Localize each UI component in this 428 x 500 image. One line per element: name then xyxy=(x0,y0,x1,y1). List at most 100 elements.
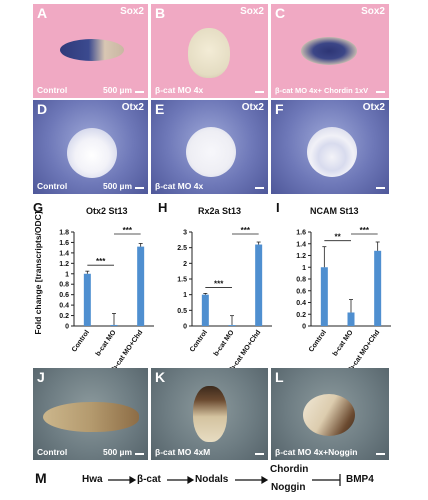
y-tick-label: 1.8 xyxy=(59,230,69,237)
scalebar xyxy=(255,453,264,455)
y-tick-label: 0.2 xyxy=(59,313,69,320)
y-tick-label: 0.6 xyxy=(296,288,306,295)
scalebar xyxy=(255,91,264,93)
bar xyxy=(374,250,382,326)
marker-label: Otx2 xyxy=(121,102,144,113)
bar xyxy=(228,325,236,326)
bar xyxy=(347,312,355,326)
significance-label: *** xyxy=(214,279,224,288)
significance-label: *** xyxy=(96,257,106,266)
condition-label: Control xyxy=(37,181,68,191)
pathway-node-hwa: Hwa xyxy=(82,474,103,485)
panel-label: J xyxy=(37,369,45,385)
y-tick-label: 0 xyxy=(302,324,306,331)
scalebar xyxy=(135,187,144,189)
chart-h: 0 0.5 1 1.5 2 2.5 3 Control b-cat MOb-cat MO+Chd… xyxy=(177,226,272,372)
category-label: b-cat MO xyxy=(213,329,236,358)
pathway-arrows xyxy=(108,474,341,486)
panel-b: B Sox2 β-cat MO 4x xyxy=(151,4,268,98)
y-tick-label: 1 xyxy=(302,265,306,272)
pathway-node-bmp4: BMP4 xyxy=(346,474,374,485)
y-tick-label: 1 xyxy=(65,271,69,278)
y-tick-label: 0 xyxy=(183,324,187,331)
bar xyxy=(137,246,145,326)
y-tick-label: 0.4 xyxy=(296,300,306,307)
panel-label: A xyxy=(37,5,48,21)
y-tick-label: 2 xyxy=(183,261,187,268)
pathway-node-nodals: Nodals xyxy=(195,474,229,485)
panel-label: E xyxy=(155,101,165,117)
y-tick-label: 0.5 xyxy=(177,308,187,315)
scalebar-text: 500 µm xyxy=(103,447,132,457)
embryo-k xyxy=(193,386,227,442)
scalebar-text: 500 µm xyxy=(103,85,132,95)
panel-label: D xyxy=(37,101,48,117)
marker-label: Otx2 xyxy=(241,102,264,113)
bar xyxy=(320,267,328,326)
bar xyxy=(255,244,263,326)
y-tick-label: 1.6 xyxy=(296,230,306,237)
chart-title-g: Otx2 St13 xyxy=(86,206,128,216)
panel-label: F xyxy=(275,101,284,117)
pathway-diagram: M Hwa β-cat Nodals Chordin Noggin BMP4 xyxy=(0,462,428,500)
y-tick-label: 1 xyxy=(183,292,187,299)
y-tick-label: 1.2 xyxy=(296,253,306,260)
y-tick-label: 1.5 xyxy=(177,277,187,284)
y-tick-label: 1.4 xyxy=(59,250,69,257)
category-label: b-cat MO+Chd xyxy=(229,329,262,372)
bar xyxy=(201,294,209,326)
y-tick-label: 0.8 xyxy=(296,277,306,284)
embryo-d xyxy=(67,128,117,178)
arrowhead-2 xyxy=(187,475,195,485)
y-tick-label: 2.5 xyxy=(177,245,187,252)
marker-label: Sox2 xyxy=(240,6,264,17)
y-tick-label: 1.6 xyxy=(59,240,69,247)
significance-label: ** xyxy=(335,233,342,242)
scalebar xyxy=(376,91,385,93)
scalebar xyxy=(135,91,144,93)
chart-title-i: NCAM St13 xyxy=(310,206,359,216)
panel-j: J Control 500 µm xyxy=(33,368,148,460)
scalebar xyxy=(135,453,144,455)
pathway-node-chordin: Chordin xyxy=(270,464,309,475)
panel-label: C xyxy=(275,5,286,21)
category-label: b-cat MO xyxy=(95,329,118,358)
y-tick-label: 3 xyxy=(183,230,187,237)
y-tick-label: 1.2 xyxy=(59,261,69,268)
panel-l: L β-cat MO 4x+Noggin xyxy=(271,368,389,460)
chart-i: 0 0.2 0.4 0.6 0.8 1 1.2 1.4 1.6 Control b-cat MOb-… xyxy=(296,226,391,372)
embryo-c xyxy=(301,37,357,65)
bar xyxy=(83,273,91,326)
marker-label: Sox2 xyxy=(361,6,385,17)
embryo-l xyxy=(303,394,355,436)
chart-title-h: Rx2a St13 xyxy=(198,206,242,216)
scalebar xyxy=(255,187,264,189)
panel-e: E Otx2 β-cat MO 4x xyxy=(151,100,268,194)
chart-panel-label-i: I xyxy=(276,200,280,215)
pathway-node-noggin: Noggin xyxy=(271,482,306,493)
embryo-j xyxy=(43,402,139,432)
y-tick-label: 0.4 xyxy=(59,303,69,310)
y-tick-label: 0 xyxy=(65,324,69,331)
embryo-e xyxy=(186,127,236,177)
embryo-b xyxy=(188,28,230,78)
category-label: Control xyxy=(71,329,91,353)
arrowhead-1 xyxy=(129,475,137,485)
condition-label: β-cat MO 4x+Noggin xyxy=(275,447,358,457)
arrowhead-3 xyxy=(261,475,269,485)
condition-label: Control xyxy=(37,447,68,457)
bar xyxy=(110,324,118,326)
panel-f: F Otx2 xyxy=(271,100,389,194)
scalebar-text: 500 µm xyxy=(103,181,132,191)
chart-panel-label-g: G xyxy=(33,200,44,215)
category-label: b-cat MO+Chd xyxy=(348,329,381,372)
y-tick-label: 0.6 xyxy=(59,292,69,299)
panel-k: K β-cat MO 4xM xyxy=(151,368,268,460)
significance-label: *** xyxy=(123,226,133,235)
scalebar xyxy=(376,187,385,189)
condition-label: β-cat MO 4x xyxy=(155,85,204,95)
panel-a: A Sox2 Control 500 µm xyxy=(33,4,148,98)
y-tick-label: 0.2 xyxy=(296,312,306,319)
marker-label: Sox2 xyxy=(120,6,144,17)
pathway-panel-label: M xyxy=(35,470,47,486)
